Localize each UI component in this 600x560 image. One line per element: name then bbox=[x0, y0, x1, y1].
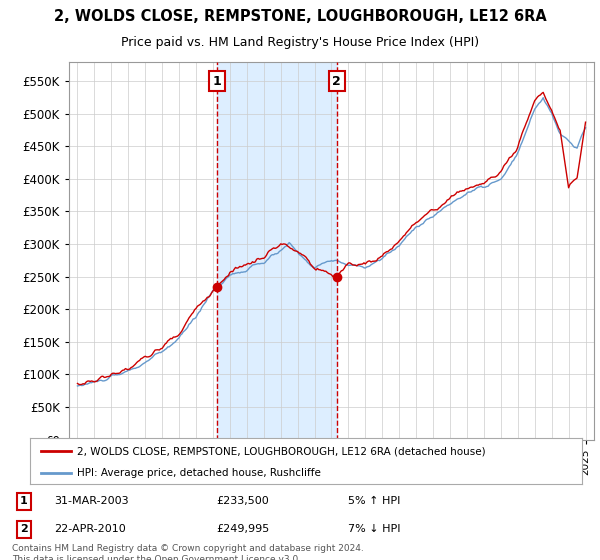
Bar bbox=[217, 62, 337, 440]
Text: 7% ↓ HPI: 7% ↓ HPI bbox=[348, 524, 401, 534]
Text: 2, WOLDS CLOSE, REMPSTONE, LOUGHBOROUGH, LE12 6RA (detached house): 2, WOLDS CLOSE, REMPSTONE, LOUGHBOROUGH,… bbox=[77, 446, 485, 456]
Text: This data is licensed under the Open Government Licence v3.0.: This data is licensed under the Open Gov… bbox=[12, 556, 301, 560]
Text: £249,995: £249,995 bbox=[216, 524, 269, 534]
Text: 2: 2 bbox=[332, 74, 341, 88]
Text: Price paid vs. HM Land Registry's House Price Index (HPI): Price paid vs. HM Land Registry's House … bbox=[121, 36, 479, 49]
Text: HPI: Average price, detached house, Rushcliffe: HPI: Average price, detached house, Rush… bbox=[77, 468, 321, 478]
Text: 2, WOLDS CLOSE, REMPSTONE, LOUGHBOROUGH, LE12 6RA: 2, WOLDS CLOSE, REMPSTONE, LOUGHBOROUGH,… bbox=[53, 9, 547, 24]
Text: 5% ↑ HPI: 5% ↑ HPI bbox=[348, 496, 400, 506]
Text: 2: 2 bbox=[20, 524, 28, 534]
Text: 31-MAR-2003: 31-MAR-2003 bbox=[54, 496, 128, 506]
Text: 1: 1 bbox=[213, 74, 221, 88]
Text: 22-APR-2010: 22-APR-2010 bbox=[54, 524, 126, 534]
Text: Contains HM Land Registry data © Crown copyright and database right 2024.: Contains HM Land Registry data © Crown c… bbox=[12, 544, 364, 553]
Text: £233,500: £233,500 bbox=[216, 496, 269, 506]
Text: 1: 1 bbox=[20, 496, 28, 506]
